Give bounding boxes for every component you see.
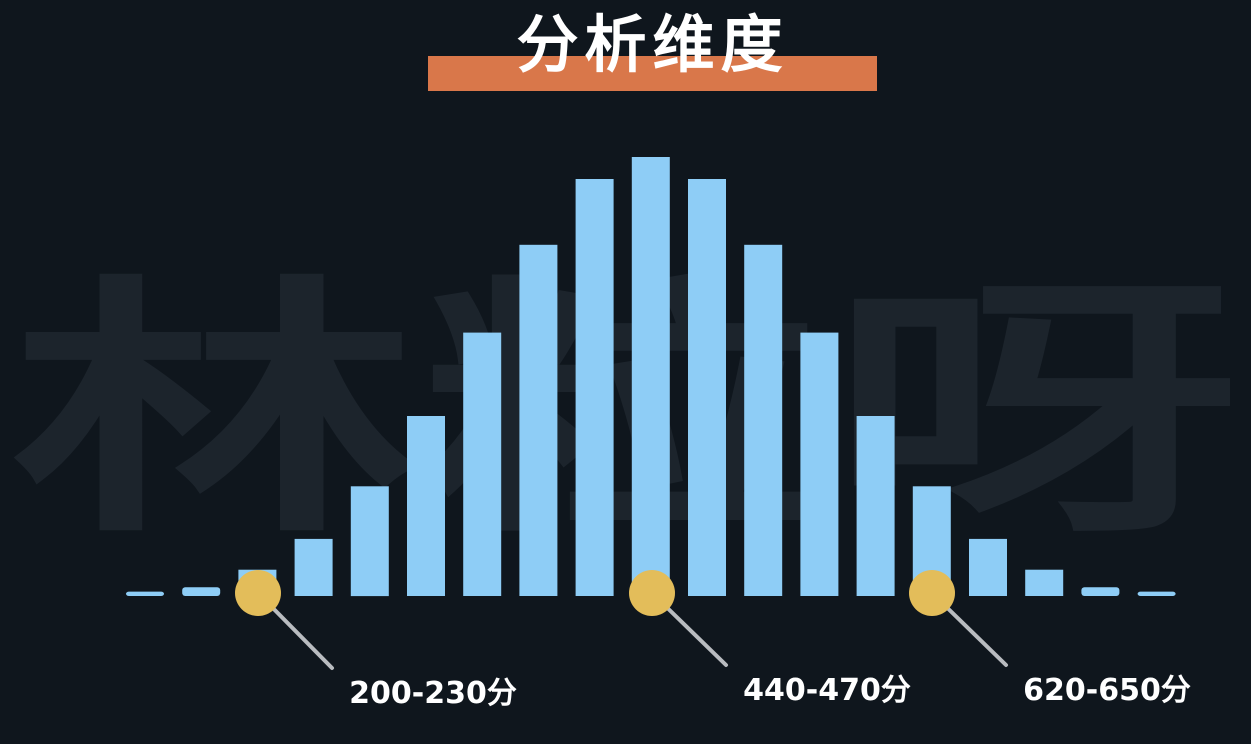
bar-14 — [856, 416, 895, 596]
annotation-2: 440-470分 — [629, 570, 911, 708]
annotation-label: 200-230分 — [349, 676, 517, 711]
annotation-marker-dot — [235, 570, 281, 616]
bars-layer — [126, 157, 1176, 597]
watermark-text: 林粒呀 — [10, 251, 1240, 569]
annotation-3: 620-650分 — [909, 570, 1191, 708]
bar-6 — [407, 416, 445, 596]
annotation-marker-dot — [909, 570, 955, 616]
bar-13 — [800, 332, 839, 596]
bar-8 — [519, 244, 558, 597]
bar-2 — [182, 587, 221, 596]
bar-11 — [688, 179, 726, 596]
bar-18 — [1081, 587, 1120, 596]
annotation-marker-dot — [629, 570, 675, 616]
title-highlight-band — [428, 56, 877, 91]
bar-17 — [1025, 569, 1064, 596]
chart-title: 分析维度 — [516, 8, 789, 81]
annotation-label: 440-470分 — [743, 673, 911, 708]
bar-16 — [969, 538, 1007, 596]
bar-9 — [575, 179, 614, 596]
watermark-layer: 林粒呀 — [10, 251, 1240, 569]
bar-1 — [126, 591, 164, 596]
bar-12 — [744, 244, 783, 597]
bar-10 — [631, 157, 670, 596]
annotation-label: 620-650分 — [1023, 673, 1191, 708]
bar-4 — [294, 538, 333, 596]
bar-7 — [463, 332, 502, 596]
bar-19 — [1137, 591, 1176, 596]
annotation-1: 200-230分 — [235, 570, 517, 711]
annotations-layer: 200-230分 440-470分 620-650分 — [235, 570, 1191, 711]
bar-5 — [350, 486, 389, 597]
